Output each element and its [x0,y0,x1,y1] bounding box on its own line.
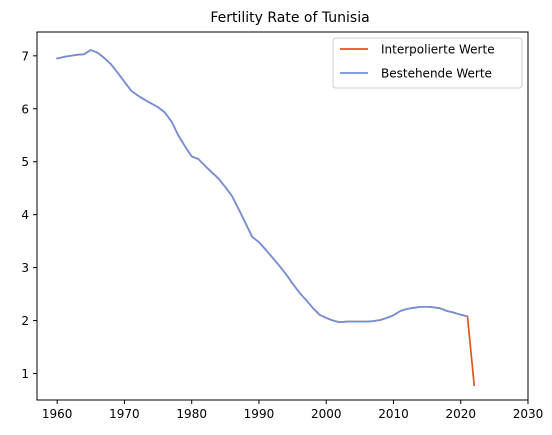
x-tick-label: 1980 [176,407,207,421]
x-tick-label: 2020 [445,407,476,421]
y-tick-label: 2 [21,314,29,328]
plot-area [36,31,529,401]
y-tick-label: 4 [21,208,29,222]
chart-title: Fertility Rate of Tunisia [210,10,369,26]
x-tick-label: 2010 [378,407,409,421]
x-tick-label: 1960 [42,407,73,421]
y-tick-label: 5 [21,155,29,169]
y-tick-label: 3 [21,261,29,275]
legend-label-interpolated: Interpolierte Werte [381,43,495,57]
plot-frame [36,31,529,401]
legend-label-existing: Bestehende Werte [381,67,492,81]
y-tick-label: 7 [21,49,29,63]
x-axis: 1960 1970 1980 1990 2000 2010 2020 2030 [42,400,543,421]
y-tick-label: 6 [21,102,29,116]
x-tick-label: 1970 [109,407,140,421]
x-tick-label: 1990 [244,407,275,421]
x-tick-label: 2030 [513,407,544,421]
y-tick-label: 1 [21,367,29,381]
x-tick-label: 2000 [311,407,342,421]
y-axis: 1 2 3 4 5 6 7 [21,49,37,381]
legend-box [332,37,523,89]
legend: Interpolierte Werte Bestehende Werte [332,37,523,89]
series-line-existing [56,49,469,324]
series-layer [56,49,476,387]
